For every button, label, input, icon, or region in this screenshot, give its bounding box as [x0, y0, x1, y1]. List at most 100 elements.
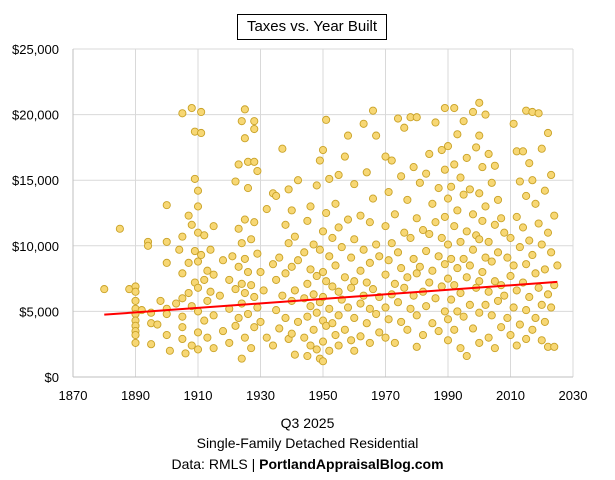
data-point [290, 286, 299, 295]
data-point [181, 349, 190, 358]
data-point [437, 282, 446, 291]
data-point [418, 226, 428, 235]
data-point [475, 338, 484, 347]
data-point [284, 185, 293, 194]
data-point [434, 252, 443, 261]
data-point [465, 261, 474, 270]
data-point [334, 341, 343, 350]
y-tick-label: $15,000 [12, 173, 59, 188]
data-point [147, 340, 156, 349]
data-point [178, 269, 187, 278]
data-point [537, 336, 546, 345]
data-point [250, 157, 259, 166]
data-point [300, 333, 309, 342]
data-point [359, 245, 368, 254]
data-point [115, 224, 124, 233]
data-point [237, 354, 246, 363]
data-point [240, 254, 249, 263]
data-point [206, 287, 215, 296]
data-point [325, 304, 334, 313]
data-point [447, 295, 456, 304]
data-point [403, 273, 412, 282]
data-point [253, 249, 262, 258]
data-point [178, 109, 187, 118]
data-point [331, 330, 340, 340]
data-point [272, 306, 281, 315]
data-point [475, 277, 484, 286]
data-point [325, 174, 334, 183]
data-point [375, 252, 384, 261]
data-point [243, 184, 253, 193]
x-tick-label: 1890 [121, 388, 150, 403]
data-point [387, 156, 396, 165]
data-point [334, 223, 343, 232]
data-point [306, 202, 315, 211]
data-point [468, 324, 478, 333]
data-point [162, 309, 171, 319]
data-point [475, 131, 484, 140]
data-point [412, 342, 421, 351]
data-point [312, 308, 321, 317]
data-point [443, 274, 453, 283]
data-point [347, 336, 356, 345]
data-point [547, 248, 556, 257]
data-point [543, 290, 553, 299]
data-point [362, 168, 371, 177]
data-point [200, 275, 209, 284]
x-tick-label: 1930 [246, 388, 275, 403]
data-point [340, 325, 349, 334]
data-point [197, 128, 206, 138]
data-point [468, 210, 478, 219]
data-point [475, 98, 484, 107]
x-tick-label: 1910 [184, 388, 213, 403]
data-point [397, 317, 406, 326]
data-point [234, 224, 243, 233]
data-point [522, 334, 531, 344]
data-point [381, 303, 390, 312]
data-point [331, 261, 340, 270]
data-point [225, 338, 234, 347]
data-point [415, 178, 424, 187]
data-point [243, 309, 253, 319]
data-point [381, 270, 390, 279]
y-tick-label: $25,000 [12, 42, 59, 57]
data-point [487, 311, 496, 320]
data-point [209, 222, 218, 231]
data-point [272, 275, 281, 284]
data-point [425, 149, 434, 159]
data-point [350, 313, 359, 323]
data-point [309, 240, 318, 249]
data-point [506, 330, 515, 340]
data-point [462, 153, 471, 162]
data-point [534, 219, 543, 228]
data-point [372, 309, 381, 319]
data-point [428, 199, 437, 208]
data-point [547, 170, 556, 180]
data-point [425, 229, 434, 239]
data-point [537, 240, 546, 249]
data-point [368, 285, 378, 294]
data-point [365, 258, 374, 267]
data-point [184, 258, 193, 267]
data-point [203, 333, 212, 342]
trendline [104, 280, 558, 316]
data-point [100, 285, 109, 294]
data-point [434, 184, 443, 193]
data-point [303, 279, 312, 288]
data-point [312, 345, 321, 354]
data-point [253, 303, 262, 312]
data-point [240, 288, 249, 298]
data-point [356, 266, 365, 275]
data-point [493, 296, 503, 305]
data-point [443, 142, 453, 151]
data-point [278, 291, 287, 300]
data-point [550, 342, 559, 351]
data-point [268, 260, 278, 269]
data-point [475, 308, 484, 317]
data-point [190, 174, 199, 183]
data-point [375, 328, 384, 337]
data-point [184, 211, 193, 220]
data-point [287, 262, 296, 271]
